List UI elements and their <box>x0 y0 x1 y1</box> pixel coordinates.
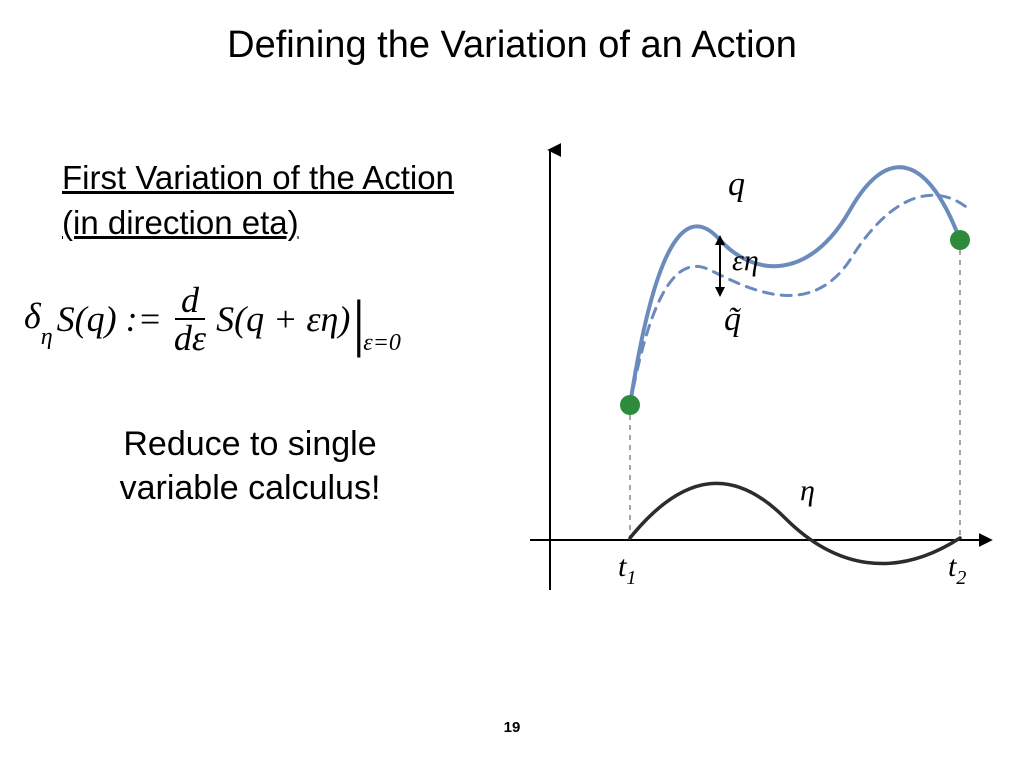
formula-delta: δ <box>24 296 41 336</box>
formula-lhs: S(q) := <box>57 299 162 339</box>
formula-fraction: d dε <box>168 282 212 356</box>
reduce-text: Reduce to single variable calculus! <box>60 422 440 510</box>
formula-eta-sub: η <box>41 324 53 350</box>
formula-rhs: S(q + εη) <box>216 299 350 339</box>
formula-num: d <box>181 280 199 320</box>
page-number: 19 <box>0 719 1024 736</box>
svg-text:t1: t1 <box>618 550 636 589</box>
slide-subtitle: First Variation of the Action (in direct… <box>62 156 482 245</box>
formula-evalat: ε=0 <box>363 330 401 356</box>
formula-den: dε <box>174 318 206 358</box>
svg-text:t2: t2 <box>948 550 966 589</box>
svg-text:q̃: q̃ <box>724 301 741 338</box>
diagram-svg: q εη q̃ η t1 t2 <box>510 140 1000 600</box>
variation-formula: δη S(q) := d dε S(q + εη) | ε=0 <box>24 282 403 356</box>
svg-text:η: η <box>800 474 815 507</box>
svg-text:εη: εη <box>732 244 759 277</box>
slide-title: Defining the Variation of an Action <box>0 24 1024 67</box>
path-variation-diagram: q εη q̃ η t1 t2 <box>510 140 1000 600</box>
slide: Defining the Variation of an Action Firs… <box>0 0 1024 768</box>
svg-text:q: q <box>728 166 745 203</box>
